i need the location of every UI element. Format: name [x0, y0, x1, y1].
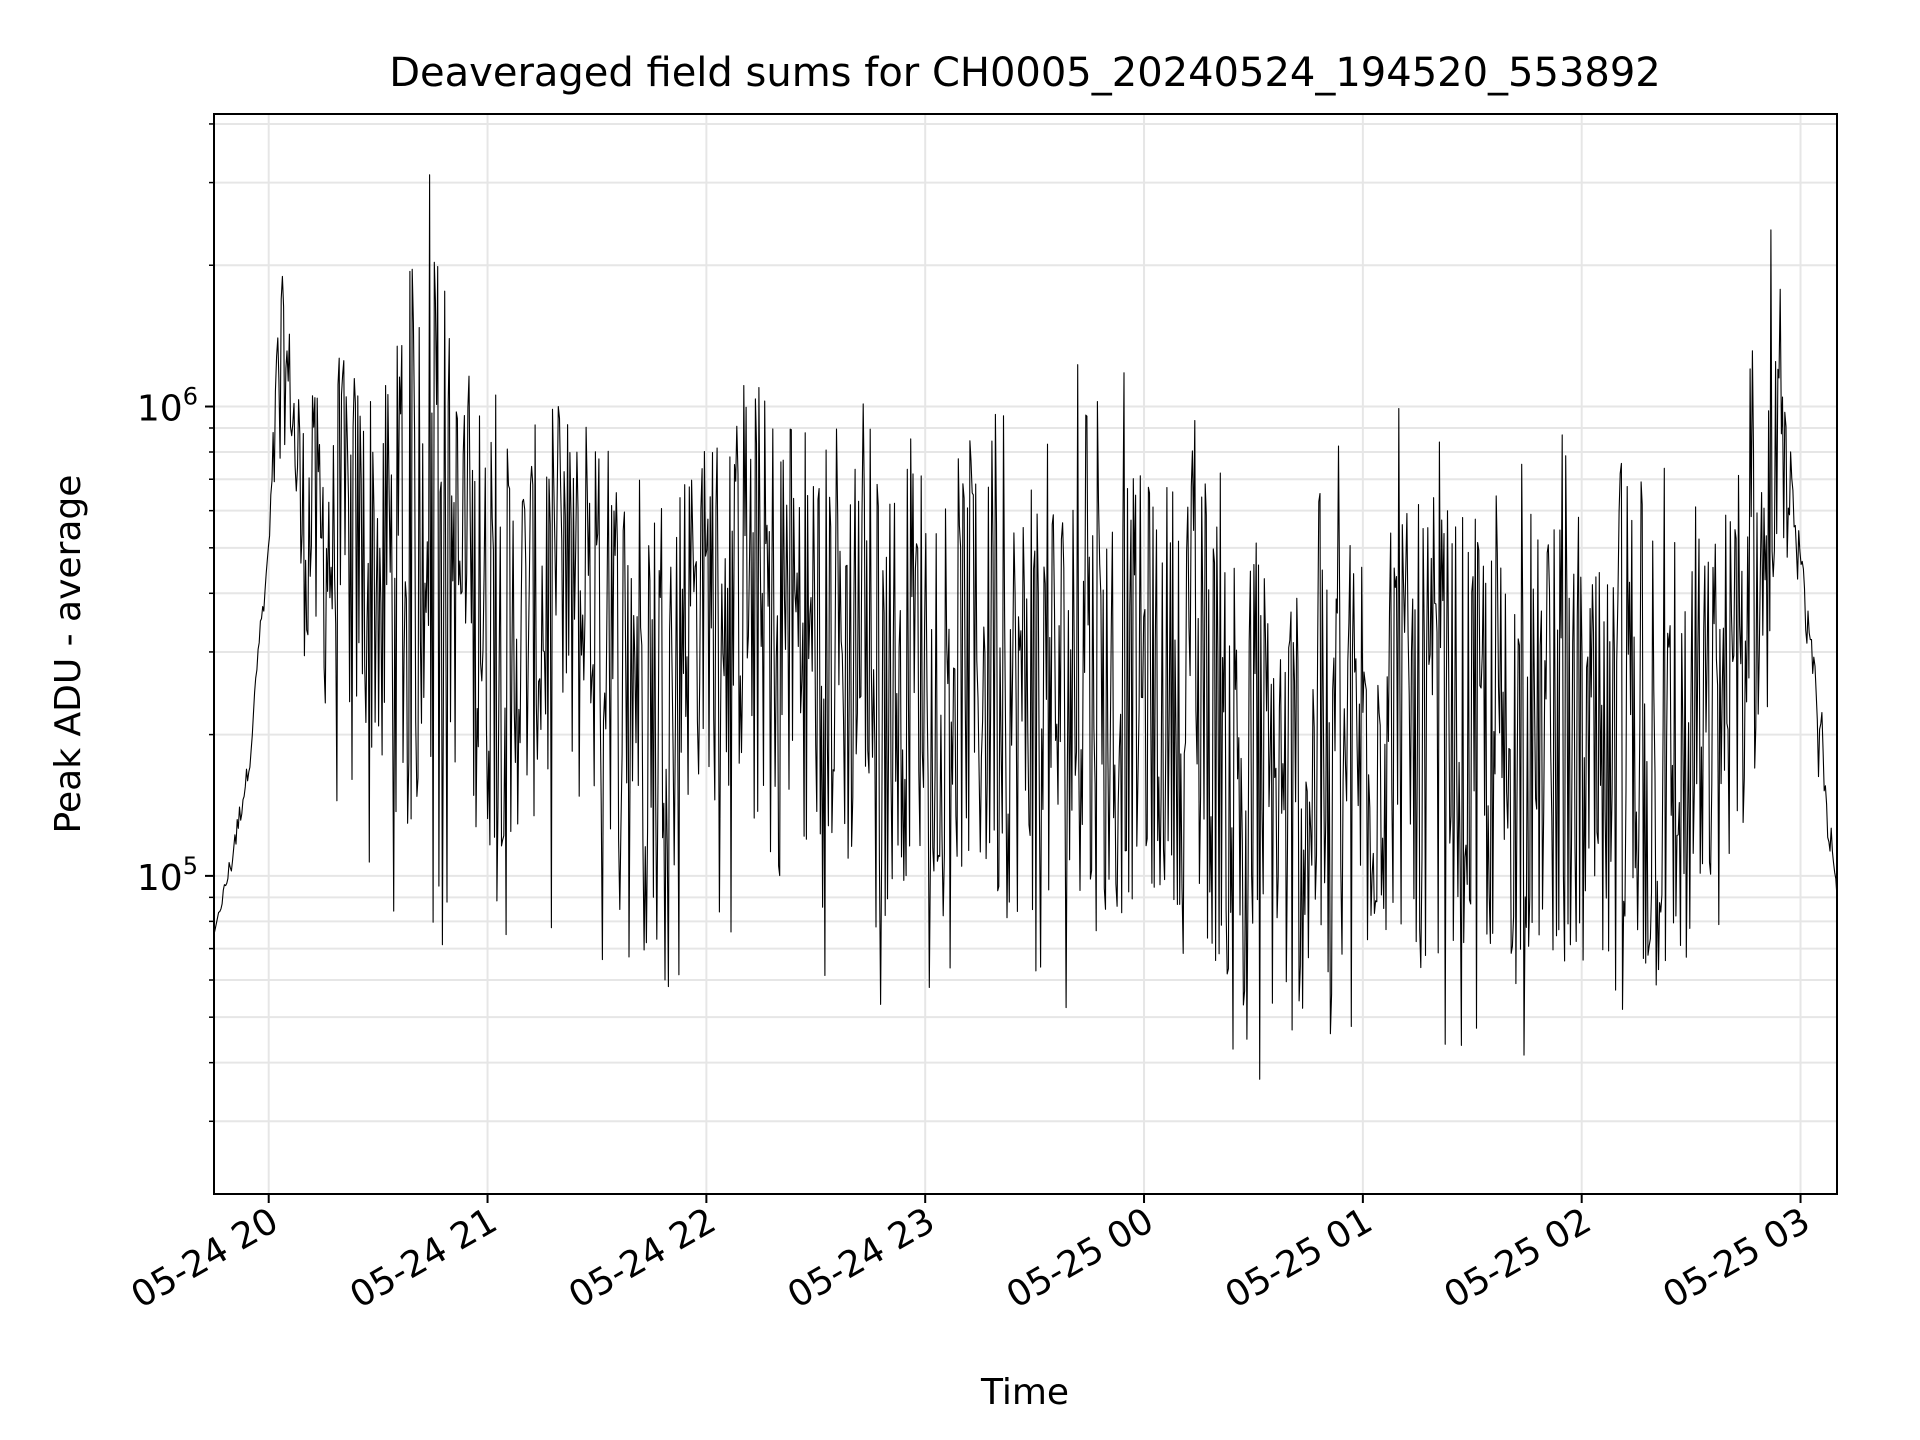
chart-title: Deaveraged field sums for CH0005_2024052…: [389, 50, 1661, 96]
y-tick-label: 106: [137, 383, 198, 430]
y-tick-label: 105: [137, 852, 198, 899]
plot-area-frame: [213, 113, 1838, 1195]
y-axis: 105 106: [137, 123, 214, 1123]
y-axis-label: Peak ADU - average: [48, 475, 89, 834]
series-line: [213, 174, 1838, 1080]
x-axis-label: Time: [980, 1372, 1069, 1413]
data-series: [213, 174, 1838, 1080]
